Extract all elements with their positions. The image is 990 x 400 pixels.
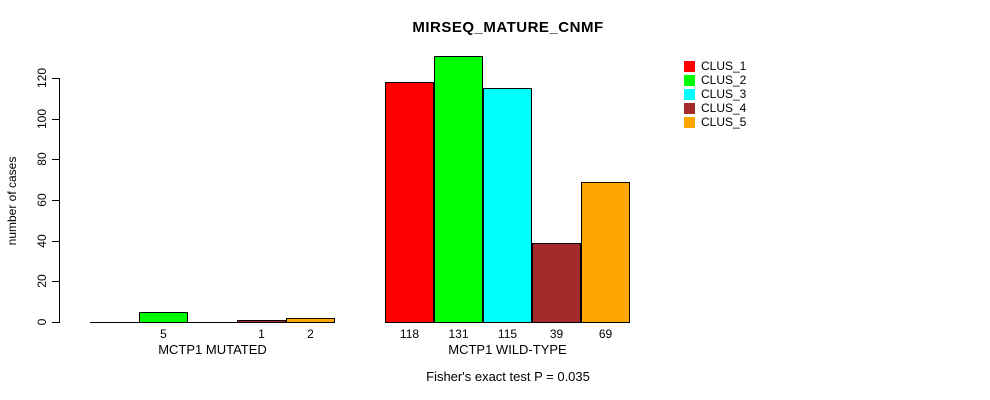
bar-CLUS_4 [532,243,581,323]
y-axis-tick-label: 120 [35,67,49,89]
chart-title: MIRSEQ_MATURE_CNMF [412,19,604,36]
bar-CLUS_5 [581,182,630,323]
y-axis-tick [52,118,59,120]
y-axis-tick-label: 80 [35,152,49,167]
bar-value-label: 115 [497,327,518,341]
legend-swatch-CLUS_5 [684,117,695,128]
bar-CLUS_5 [286,318,335,323]
y-axis-tick [52,78,59,79]
y-axis-tick-label: 0 [35,318,49,326]
y-axis-tick [52,200,59,201]
y-axis-line [59,78,60,323]
bar-CLUS_3 [483,88,532,323]
bar-CLUS_4 [237,320,286,323]
bar-value-label: 2 [307,327,314,341]
y-axis-tick-label: 40 [35,233,49,248]
y-axis-tick-label: 100 [35,108,49,129]
x-axis-baseline [90,322,335,323]
footnote: Fisher's exact test P = 0.035 [426,369,590,384]
legend-swatch-CLUS_3 [684,89,695,100]
legend-label: CLUS_5 [701,115,747,129]
bar-value-label: 5 [160,327,167,341]
y-axis-tick [52,322,59,323]
y-axis-label: number of cases [5,156,19,246]
legend-label: CLUS_3 [701,87,747,101]
y-axis-tick-label: 60 [35,193,49,207]
bar-value-label: 131 [448,327,469,341]
legend-swatch-CLUS_2 [684,75,695,86]
x-axis-group-label: MCTP1 WILD-TYPE [448,342,567,357]
legend-swatch-CLUS_1 [684,61,695,72]
bar-value-label: 69 [598,327,613,341]
legend-swatch-CLUS_4 [684,103,695,114]
legend-label: CLUS_1 [701,59,747,73]
y-axis-tick-label: 20 [35,274,49,289]
y-axis-tick [52,240,59,242]
y-axis-tick [52,281,59,283]
y-axis-tick [52,159,59,161]
legend-label: CLUS_2 [701,73,747,87]
bar-CLUS_2 [139,312,188,323]
bar-value-label: 118 [399,327,420,341]
bar-value-label: 1 [258,327,265,341]
x-axis-group-label: MCTP1 MUTATED [158,342,267,357]
bar-value-label: 39 [549,327,564,341]
bar-CLUS_2 [434,56,483,323]
legend-label: CLUS_4 [701,101,747,115]
bar-CLUS_1 [385,82,434,323]
